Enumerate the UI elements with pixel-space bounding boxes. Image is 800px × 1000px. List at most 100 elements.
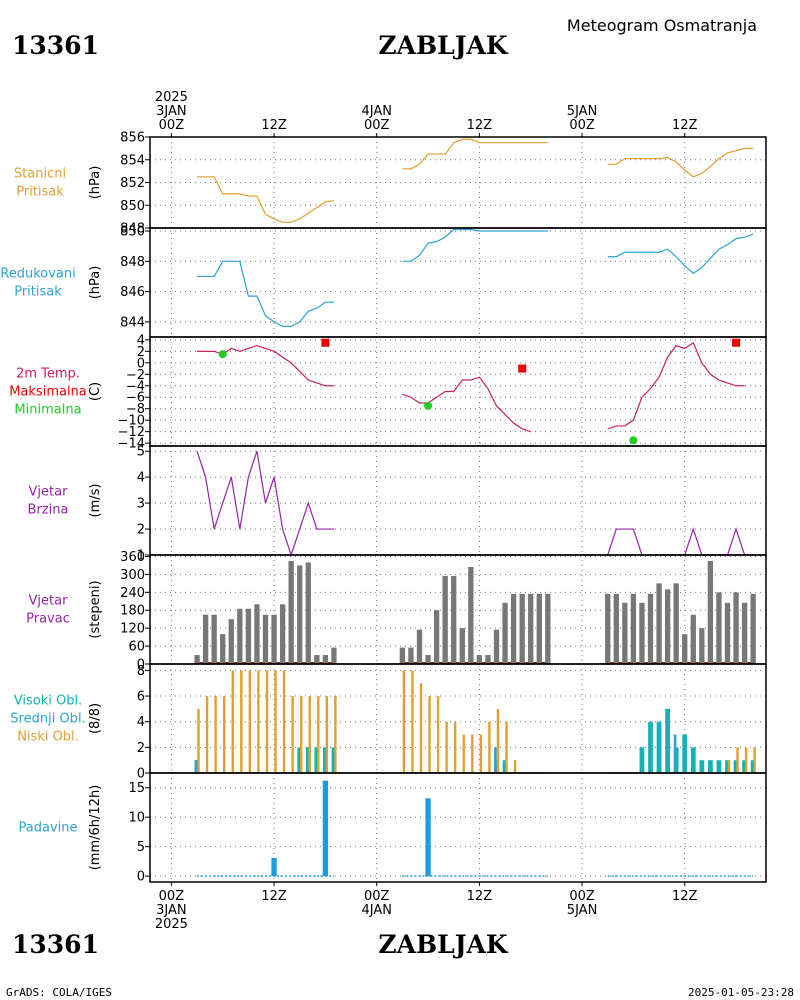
bar [485, 655, 491, 664]
bar [399, 647, 406, 664]
cloud-bar [471, 734, 474, 773]
footer-source: GrADS: COLA/IGES [6, 986, 112, 999]
panel-label: Vjetar [29, 485, 69, 500]
bar [305, 562, 311, 664]
panel-3-marks [150, 337, 766, 446]
bar [262, 614, 269, 664]
series-line [607, 233, 754, 275]
cloud-bar [479, 734, 483, 773]
bar [279, 604, 286, 664]
cloud-bar [445, 721, 448, 773]
series-line [402, 228, 548, 262]
bar [639, 602, 645, 664]
cloud-bar [494, 747, 497, 773]
bar [194, 655, 200, 664]
y-tick-label: 0 [137, 767, 145, 782]
bar [510, 593, 517, 664]
cloud-bar [690, 747, 696, 773]
time-axis-bottom-label: 12Z [467, 889, 493, 904]
cloud-bar [436, 696, 440, 773]
cloud-bar [727, 760, 731, 773]
cloud-bar [282, 670, 286, 773]
panel-label: Niski Obl. [17, 730, 79, 745]
bar [408, 647, 414, 664]
bar [442, 575, 448, 664]
cloud-bar [699, 760, 705, 773]
time-axis-bottom-label: 12Z [672, 889, 698, 904]
panel-label: Brzina [28, 503, 69, 518]
max-temp-marker [321, 338, 330, 347]
bar [451, 575, 457, 664]
time-axis-bottom-label: 00Z [364, 889, 390, 904]
cloud-bar [402, 670, 406, 773]
y-tick-label: −14 [118, 437, 145, 452]
y-tick-label: 300 [120, 568, 145, 583]
y-tick-label: 5 [137, 840, 145, 855]
y-tick-label: 2 [137, 741, 145, 756]
panel-label: Minimalna [14, 403, 81, 418]
y-tick-label: 0 [137, 658, 145, 673]
bar [331, 647, 337, 664]
time-axis-top-label: 5JAN [567, 104, 598, 119]
time-axis-bottom-label: 4JAN [361, 903, 392, 918]
y-tick-label: 8 [137, 664, 145, 679]
station-name-top: ZABLJAK [378, 31, 509, 60]
panel-label: 2m Temp. [16, 367, 80, 382]
cloud-bar [502, 760, 508, 773]
cloud-bar [742, 760, 747, 773]
cloud-bar [708, 760, 713, 773]
bar [724, 602, 731, 664]
bar [271, 614, 277, 664]
bar [433, 610, 440, 664]
y-tick-label: 1 [137, 549, 145, 564]
bar [682, 634, 688, 664]
bar [416, 629, 423, 664]
footer-timestamp: 2025-01-05-23:28 [688, 986, 794, 999]
panel-label: Vjetar [29, 594, 69, 609]
y-tick-label: 844 [120, 315, 145, 330]
cloud-bar [744, 747, 748, 773]
y-tick-label: −10 [118, 414, 145, 429]
bar [622, 602, 628, 664]
time-axis-top-label: 12Z [467, 118, 493, 133]
bar [536, 593, 542, 664]
y-tick-label: −12 [118, 425, 145, 440]
station-id-top: 13361 [12, 31, 99, 60]
bar [716, 592, 722, 664]
panel-label: Stanicni [14, 167, 66, 182]
cloud-bar [197, 708, 200, 773]
panel-4-marks [150, 446, 766, 555]
y-tick-label: 60 [128, 640, 145, 655]
y-tick-label: 3 [137, 497, 145, 512]
bar [519, 593, 525, 664]
panel-7-frame [149, 772, 767, 883]
cloud-bar [419, 683, 423, 773]
y-tick-label: 0 [137, 356, 145, 371]
time-axis-bottom-label: 00Z [569, 889, 595, 904]
time-axis-bottom-label: 2025 [155, 917, 188, 932]
bar [707, 560, 714, 664]
cloud-bar [716, 760, 722, 773]
series-line [196, 451, 334, 555]
bar [322, 655, 329, 664]
y-tick-label: 850 [120, 225, 145, 240]
y-tick-label: −6 [126, 391, 145, 406]
bar [750, 593, 756, 664]
cloud-bar [308, 696, 311, 773]
bar [297, 565, 303, 664]
series-line [607, 147, 754, 178]
bar [699, 628, 705, 664]
bar [314, 655, 320, 664]
min-temp-marker [629, 436, 638, 445]
bar [322, 780, 329, 877]
y-tick-label: 5 [137, 445, 145, 460]
cloud-bar [428, 696, 431, 773]
cloud-bar [665, 708, 670, 773]
bar [647, 593, 654, 664]
cloud-bar [317, 696, 320, 773]
cloud-bar [488, 721, 491, 773]
cloud-bar [453, 721, 457, 773]
cloud-bar [248, 670, 252, 773]
panel-label: Pritisak [16, 185, 64, 200]
